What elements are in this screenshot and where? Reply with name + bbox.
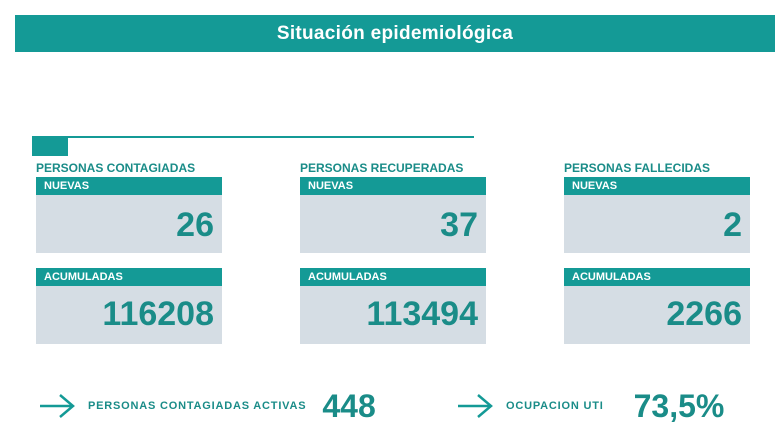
summary-uti: OCUPACION UTI 73,5% bbox=[456, 387, 724, 425]
nuevas-value: 26 bbox=[176, 206, 214, 244]
acumuladas-label: ACUMULADAS bbox=[36, 268, 222, 286]
acumuladas-label: ACUMULADAS bbox=[300, 268, 486, 286]
acumuladas-card: ACUMULADAS 2266 bbox=[564, 268, 750, 344]
nuevas-card: NUEVAS 37 bbox=[300, 177, 486, 253]
page-title: Situación epidemiológica bbox=[276, 22, 514, 44]
accent-block bbox=[32, 136, 68, 156]
section-title: PERSONAS FALLECIDAS bbox=[564, 161, 711, 175]
section-fallecidas: PERSONAS FALLECIDAS NUEVAS 2 ACUMULADAS … bbox=[564, 160, 750, 344]
arrow-right-icon bbox=[458, 394, 493, 418]
acumuladas-label: ACUMULADAS bbox=[564, 268, 750, 286]
accent-divider bbox=[32, 136, 474, 138]
summary-activas: PERSONAS CONTAGIADAS ACTIVAS 448 bbox=[38, 387, 376, 425]
activas-label: PERSONAS CONTAGIADAS ACTIVAS bbox=[88, 400, 307, 412]
acumuladas-value: 116208 bbox=[102, 295, 214, 333]
section-contagiadas: PERSONAS CONTAGIADAS NUEVAS 26 ACUMULADA… bbox=[36, 160, 222, 344]
uti-label: OCUPACION UTI bbox=[506, 400, 604, 412]
nuevas-card: NUEVAS 26 bbox=[36, 177, 222, 253]
section-recuperadas: PERSONAS RECUPERADAS NUEVAS 37 ACUMULADA… bbox=[300, 160, 486, 344]
nuevas-label: NUEVAS bbox=[564, 177, 750, 195]
section-title: PERSONAS CONTAGIADAS bbox=[36, 161, 196, 175]
acumuladas-card: ACUMULADAS 116208 bbox=[36, 268, 222, 344]
nuevas-label: NUEVAS bbox=[300, 177, 486, 195]
nuevas-value: 2 bbox=[723, 206, 742, 244]
uti-value: 73,5% bbox=[633, 387, 725, 424]
section-title: PERSONAS RECUPERADAS bbox=[300, 161, 464, 175]
acumuladas-value: 113494 bbox=[366, 295, 478, 333]
activas-value: 448 bbox=[322, 387, 376, 424]
acumuladas-value: 2266 bbox=[666, 295, 742, 333]
nuevas-card: NUEVAS 2 bbox=[564, 177, 750, 253]
nuevas-value: 37 bbox=[440, 206, 478, 244]
acumuladas-card: ACUMULADAS 113494 bbox=[300, 268, 486, 344]
arrow-right-icon bbox=[40, 394, 75, 418]
nuevas-label: NUEVAS bbox=[36, 177, 222, 195]
page-title-banner: Situación epidemiológica bbox=[15, 15, 775, 52]
